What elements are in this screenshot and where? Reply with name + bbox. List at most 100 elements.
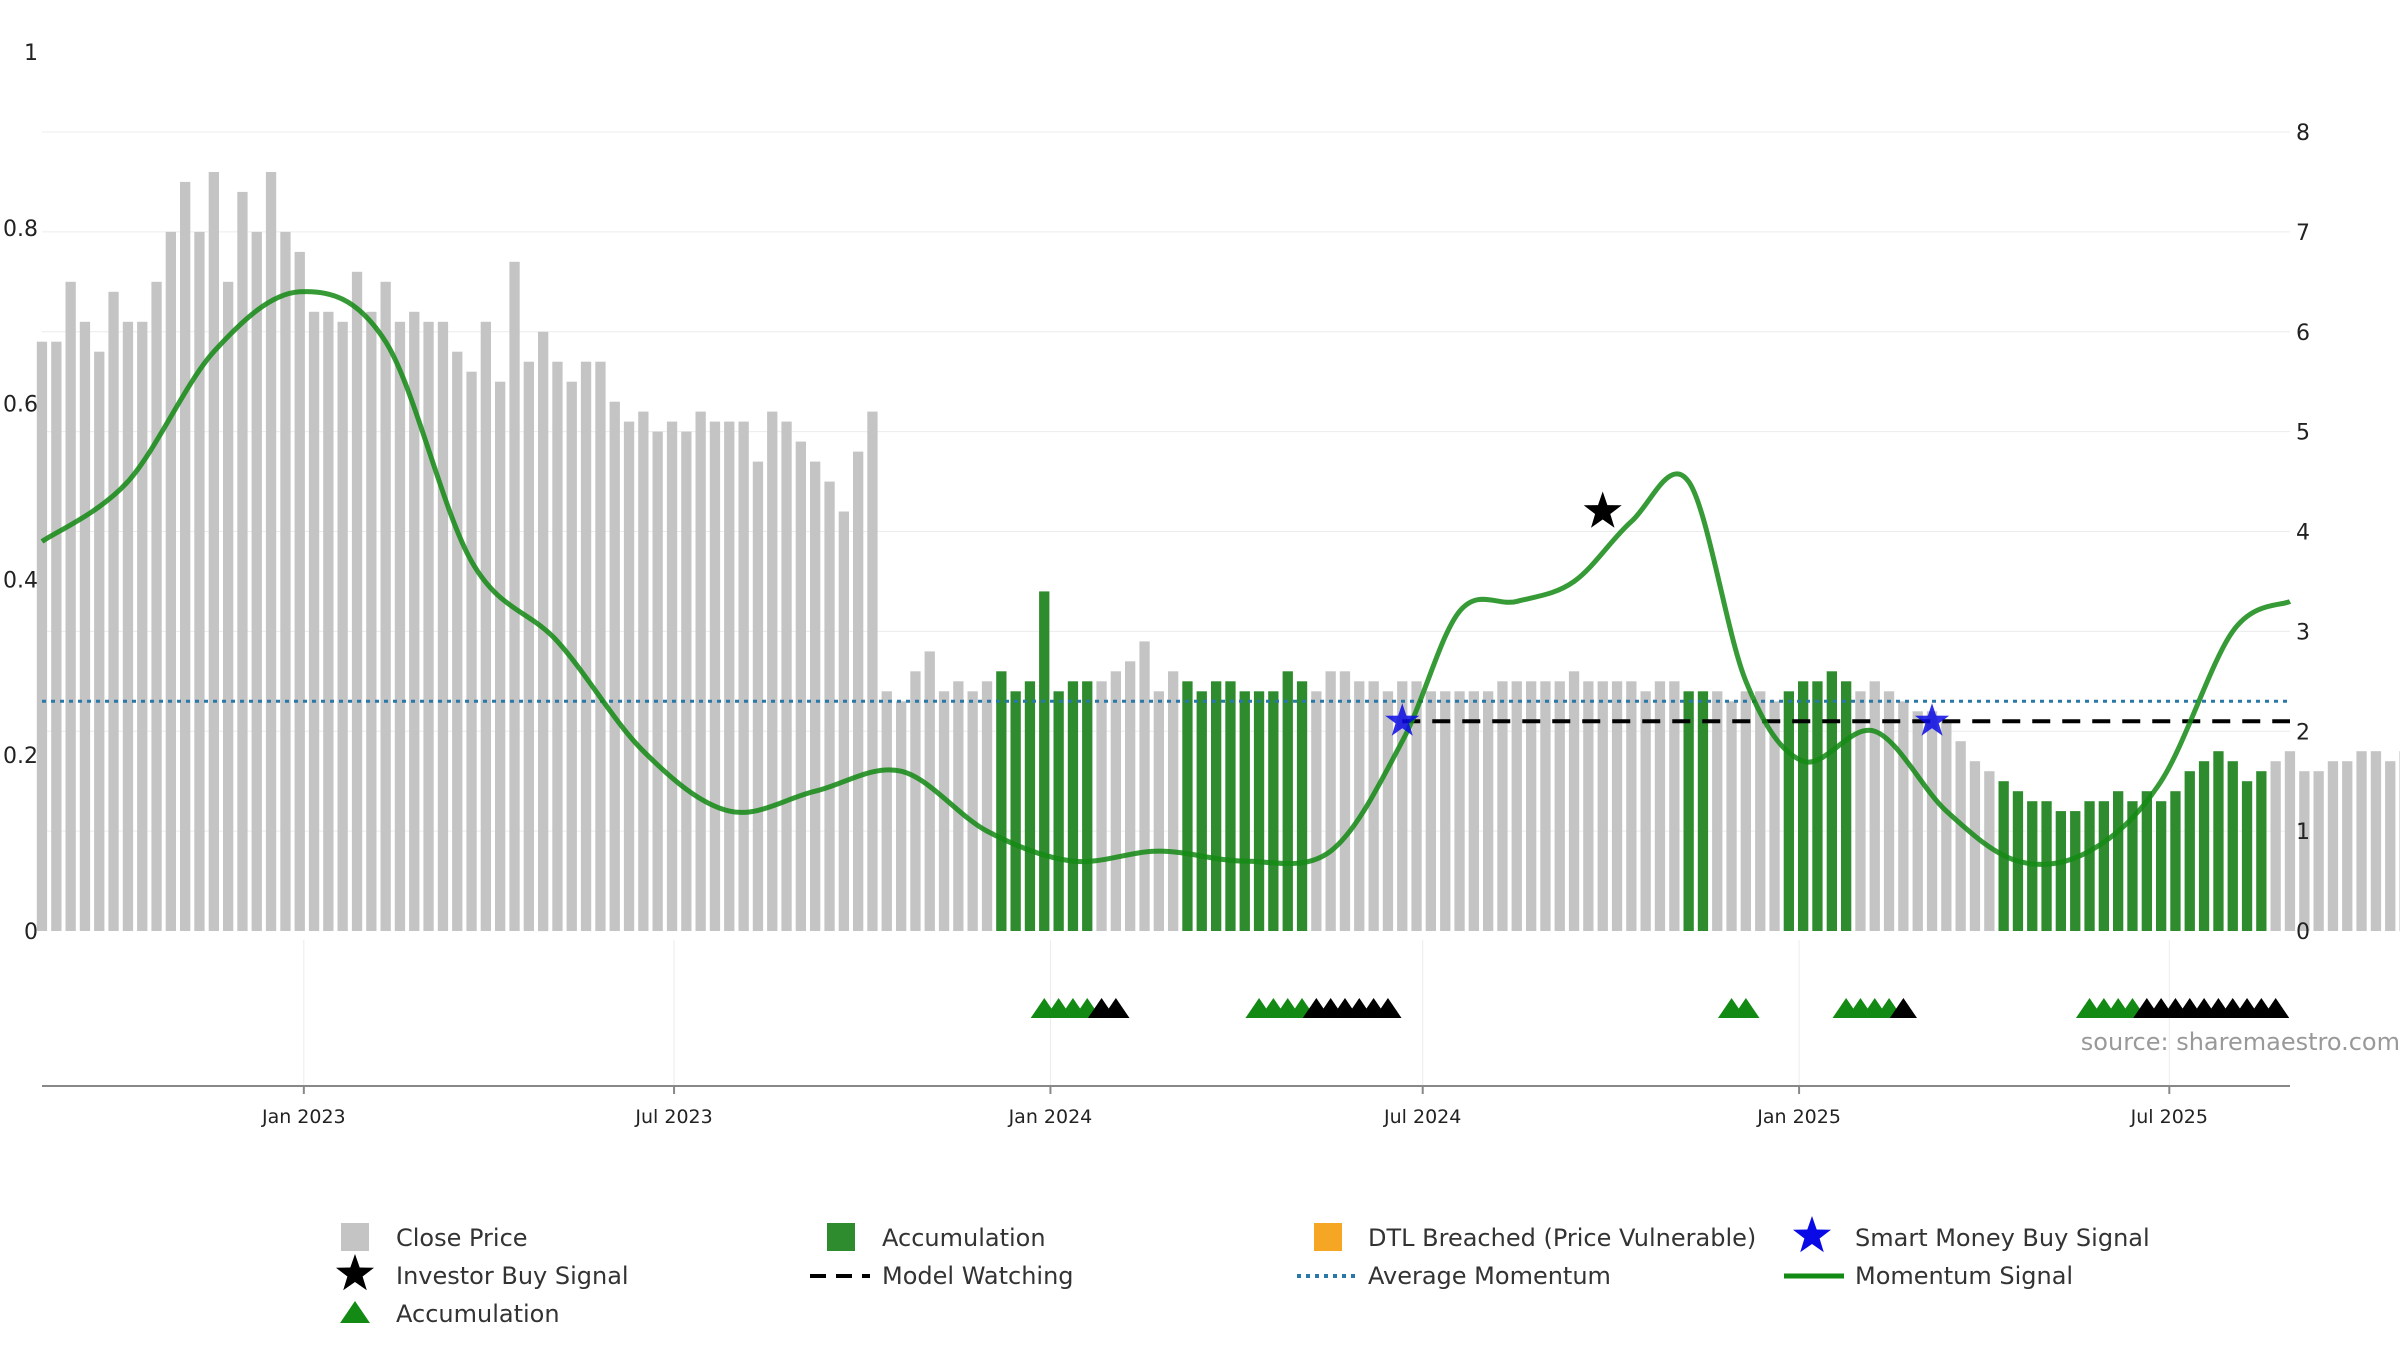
legend-label-accumulation: Accumulation <box>882 1224 1046 1252</box>
close-price-bar <box>767 411 778 932</box>
close-price-bar <box>1769 701 1780 931</box>
smart-money-buy-signal-marker <box>1914 703 1950 736</box>
close-price-bar <box>294 251 305 931</box>
accumulation-bar <box>2055 811 2066 931</box>
close-price-bar <box>223 281 234 931</box>
close-price-bar <box>2270 761 2281 931</box>
legend-swatch-dtl-breached <box>1314 1223 1342 1251</box>
accumulation-bar <box>1683 691 1694 931</box>
axes-layer: 0 0.2 0.4 0.6 0.8 1 0 1 2 3 4 5 6 7 8 Jan 2023 Jul 2023 J… <box>3 41 2310 1128</box>
accumulation-bar <box>2141 791 2152 931</box>
x-axis-tick-label: Jul 2024 <box>1383 1106 1461 1128</box>
accumulation-bar <box>1841 681 1852 931</box>
accumulation-bar <box>2098 801 2109 931</box>
close-price-bar <box>1168 671 1179 931</box>
close-price-bar <box>953 681 964 931</box>
close-price-bar <box>538 331 549 932</box>
x-axis-tick-label: Jan 2023 <box>261 1106 346 1128</box>
accumulation-bar <box>1798 681 1809 931</box>
accumulation-bar <box>2227 761 2238 931</box>
accumulation-bar <box>1067 681 1079 931</box>
close-price-bar <box>1583 681 1594 931</box>
close-price-bar <box>2342 761 2353 931</box>
close-price-bar <box>638 411 649 932</box>
bars-layer <box>36 172 2400 932</box>
close-price-bar <box>609 401 620 931</box>
legend: Close Price Accumulation DTL Breached (P… <box>336 1216 2150 1328</box>
smart-money-buy-signal-marker <box>1385 703 1420 736</box>
legend-label-model-watching: Model Watching <box>882 1262 1074 1290</box>
close-price-bar <box>1597 681 1608 931</box>
close-price-bar <box>1926 711 1938 931</box>
close-price-bar <box>910 671 921 931</box>
close-price-bar <box>36 341 48 931</box>
close-price-bar <box>938 691 950 931</box>
close-price-bar <box>2284 751 2296 931</box>
close-price-bar <box>1497 681 1508 931</box>
accumulation-bar <box>2184 771 2195 931</box>
close-price-bar <box>2327 761 2339 931</box>
close-price-bar <box>1726 701 1737 931</box>
accumulation-bar <box>1697 691 1709 931</box>
accumulation-bar <box>1182 681 1193 931</box>
close-price-bar <box>853 451 864 931</box>
close-price-bar <box>94 351 105 931</box>
close-price-bar <box>1397 681 1408 931</box>
close-price-bar <box>366 311 377 931</box>
accumulation-bar <box>1082 681 1093 931</box>
close-price-bar <box>724 421 735 931</box>
close-price-bar <box>1368 681 1379 931</box>
close-price-bar <box>709 421 721 931</box>
close-price-bar <box>867 411 878 932</box>
close-price-bar <box>967 691 978 931</box>
accumulation-marker-black <box>1889 998 1918 1018</box>
close-price-bar <box>924 651 935 931</box>
legend-star-investor-buy <box>336 1254 374 1291</box>
right-axis-tick-label: 6 <box>2296 321 2310 346</box>
close-price-bar <box>2385 761 2396 931</box>
close-price-bar <box>781 421 792 931</box>
x-axis-tick-label: Jul 2025 <box>2130 1106 2208 1128</box>
right-axis-tick-label: 2 <box>2296 720 2310 745</box>
legend-swatch-close-price <box>341 1223 369 1251</box>
close-price-bar <box>1654 681 1666 931</box>
legend-label-average-momentum: Average Momentum <box>1368 1262 1611 1290</box>
x-axis-tick-label: Jan 2024 <box>1008 1106 1093 1128</box>
accumulation-bar <box>1024 681 1036 931</box>
close-price-bar <box>380 281 391 931</box>
right-axis-tick-label: 4 <box>2296 521 2310 546</box>
close-price-bar <box>2299 771 2310 931</box>
close-price-bar <box>1153 691 1164 931</box>
close-price-bar <box>495 381 506 931</box>
close-price-bar <box>409 311 420 931</box>
close-price-bar <box>79 321 91 931</box>
accumulation-bar <box>1282 671 1293 931</box>
close-price-bar <box>1611 681 1623 931</box>
close-price-bar <box>51 341 62 931</box>
close-price-bar <box>695 411 706 932</box>
close-price-bar <box>237 191 248 931</box>
legend-swatch-accumulation <box>827 1223 855 1251</box>
accumulation-bar <box>2070 811 2081 931</box>
close-price-bar <box>2313 771 2324 931</box>
legend-label-investor-buy: Investor Buy Signal <box>396 1262 629 1290</box>
right-axis-tick-label: 0 <box>2296 920 2310 945</box>
markers-layer <box>1030 491 2290 1018</box>
x-axis-tick-label: Jan 2025 <box>1756 1106 1841 1128</box>
accumulation-bar <box>1053 691 1064 931</box>
close-price-bar <box>738 421 749 931</box>
close-price-bar <box>151 281 162 931</box>
close-price-bar <box>1311 691 1322 931</box>
legend-label-smart-money: Smart Money Buy Signal <box>1855 1224 2150 1252</box>
accumulation-marker-black <box>2262 998 2290 1018</box>
close-price-bar <box>1969 761 1981 931</box>
accumulation-bar <box>2084 801 2095 931</box>
accumulation-bar <box>1296 681 1308 931</box>
accumulation-bar <box>1826 671 1837 931</box>
close-price-bar <box>208 172 219 931</box>
close-price-bar <box>1855 691 1866 931</box>
accumulation-bar <box>2170 791 2181 931</box>
right-axis-tick-label: 3 <box>2296 620 2310 645</box>
close-price-bar <box>552 361 563 931</box>
